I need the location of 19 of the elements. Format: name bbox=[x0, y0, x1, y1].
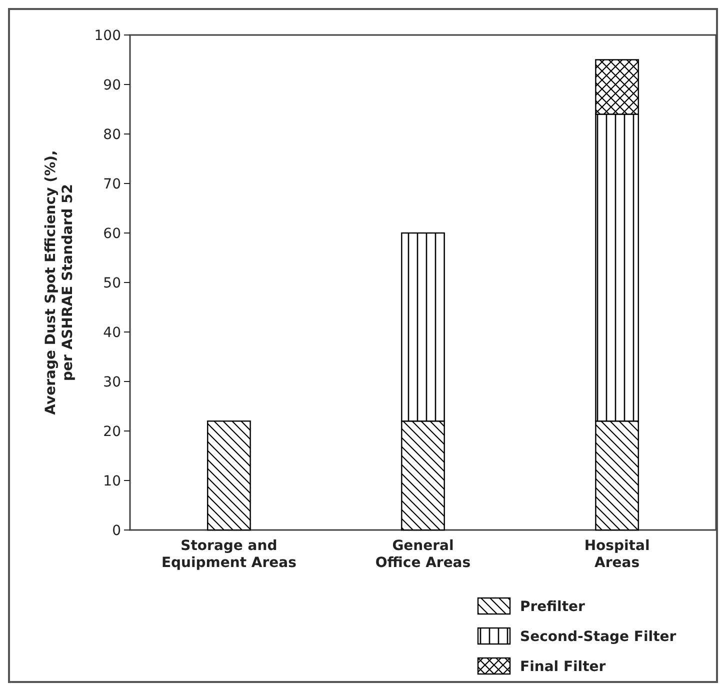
bar bbox=[207, 420, 251, 531]
x-tick-label: Storage and Equipment Areas bbox=[161, 538, 296, 571]
y-tick-label: 50 bbox=[103, 275, 121, 292]
legend-label: Second-Stage Filter bbox=[520, 628, 676, 645]
y-tick-label: 100 bbox=[94, 28, 121, 44]
x-tick-label: Hospital Areas bbox=[584, 538, 650, 571]
x-tick-label: General Office Areas bbox=[375, 538, 471, 571]
y-tick-label: 40 bbox=[103, 324, 121, 341]
y-tick-label: 10 bbox=[103, 473, 121, 490]
y-axis-title: Average Dust Spot Efficiency (%), per ASHRAE Standard 52 bbox=[43, 150, 76, 415]
legend-label: Prefilter bbox=[520, 598, 586, 615]
y-tick-label: 80 bbox=[103, 126, 121, 143]
y-tick-label: 60 bbox=[103, 226, 121, 242]
y-tick-label: 30 bbox=[103, 374, 121, 390]
legend-label: Final Filter bbox=[520, 658, 606, 675]
y-tick-label: 0 bbox=[112, 522, 121, 539]
y-tick-label: 20 bbox=[103, 424, 121, 440]
y-tick-label: 70 bbox=[103, 176, 121, 192]
y-tick-label: 90 bbox=[103, 77, 121, 94]
